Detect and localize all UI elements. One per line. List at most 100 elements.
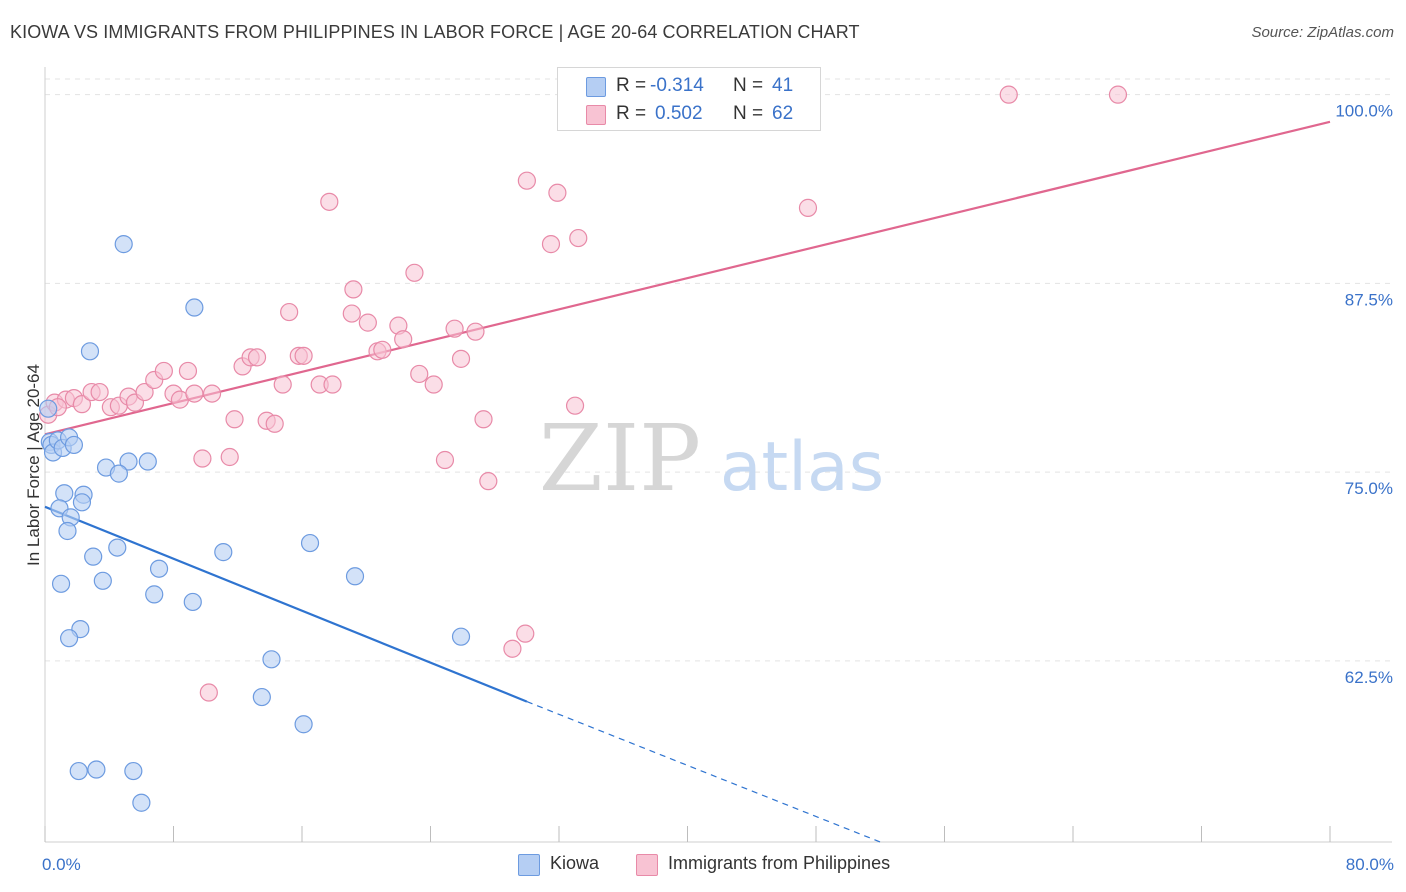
- source-label: Source: ZipAtlas.com: [1251, 24, 1394, 41]
- philippines-point: [202, 384, 222, 403]
- philippines-point: [541, 235, 561, 254]
- kiowa-point: [252, 687, 271, 707]
- y-axis-label-container: In Labor Force | Age 20-64: [8, 0, 48, 892]
- y-tick-label: 62.5%: [1345, 668, 1393, 687]
- philippines-point: [323, 375, 342, 394]
- legend-n-label: N =: [733, 103, 764, 124]
- philippines-point: [424, 375, 443, 394]
- philippines-point: [479, 472, 498, 491]
- kiowa-point: [124, 761, 143, 781]
- legend-r-label: R =: [616, 103, 647, 124]
- philippines-point: [265, 414, 284, 433]
- legend-row-philippines: R = 0.502 N = 62: [558, 101, 820, 129]
- kiowa-point: [119, 452, 138, 471]
- kiowa-point: [109, 464, 128, 483]
- chart-title: KIOWA VS IMMIGRANTS FROM PHILIPPINES IN …: [10, 22, 860, 42]
- philippines-point: [193, 449, 212, 468]
- kiowa-point: [51, 574, 71, 593]
- kiowa-point: [185, 298, 204, 317]
- philippines-point: [798, 198, 818, 217]
- data-points: [39, 85, 1128, 812]
- kiowa-point: [262, 650, 281, 669]
- philippines-point: [342, 304, 361, 323]
- kiowa-point: [145, 585, 164, 604]
- philippines-point: [474, 410, 493, 429]
- philippines-point: [199, 683, 218, 702]
- philippines-point: [225, 410, 244, 429]
- philippines-point: [999, 85, 1018, 104]
- watermark-atlas: atlas: [720, 428, 884, 507]
- tick-labels: 62.5% 75.0% 87.5% 100.0% 0.0% 80.0%: [42, 102, 1394, 874]
- philippines-point: [280, 302, 299, 322]
- philippines-point: [410, 364, 429, 384]
- kiowa-point: [214, 543, 233, 562]
- axes: [44, 67, 1392, 843]
- kiowa-point: [55, 484, 74, 503]
- philippines-point: [451, 349, 471, 368]
- watermark-zip: ZIP: [539, 405, 701, 512]
- watermark: ZIP atlas: [539, 405, 884, 512]
- trend-lines: [44, 120, 1331, 843]
- legend-r-value: 0.502: [655, 103, 703, 124]
- y-tick-label: 100.0%: [1335, 102, 1393, 121]
- philippines-point: [320, 192, 339, 211]
- kiowa-point: [72, 493, 92, 512]
- philippines-point: [90, 382, 109, 402]
- bottom-legend-label-kiowa: Kiowa: [550, 853, 600, 873]
- kiowa-point: [114, 235, 133, 254]
- philippines-point: [565, 396, 585, 415]
- kiowa-point: [345, 567, 365, 586]
- legend-swatch-philippines: [586, 105, 606, 125]
- kiowa-point: [149, 559, 169, 578]
- kiowa-point: [294, 715, 313, 734]
- philippines-point: [178, 361, 198, 381]
- philippines-point: [344, 280, 363, 299]
- philippines-trend-line: [44, 120, 1331, 436]
- kiowa-point: [84, 547, 103, 566]
- philippines-point: [358, 313, 377, 332]
- kiowa-point: [93, 571, 112, 590]
- kiowa-point: [300, 533, 320, 553]
- x-tick-label: 0.0%: [42, 855, 81, 874]
- kiowa-point: [80, 342, 100, 361]
- philippines-point: [405, 263, 424, 282]
- kiowa-trend-extension: [526, 701, 881, 843]
- correlation-legend: R = -0.314 N = 41 R = 0.502 N = 62: [557, 67, 821, 131]
- philippines-point: [185, 384, 204, 403]
- y-axis-label: In Labor Force | Age 20-64: [24, 364, 43, 566]
- philippines-point: [503, 639, 522, 658]
- y-tick-label: 87.5%: [1345, 290, 1393, 309]
- philippines-point: [373, 340, 392, 359]
- philippines-point: [72, 395, 92, 414]
- philippines-point: [516, 624, 535, 643]
- legend-n-value: 41: [772, 75, 794, 96]
- philippines-point: [435, 450, 455, 470]
- legend-r-label: R =: [616, 75, 647, 96]
- legend-swatch-kiowa: [586, 77, 606, 97]
- y-tick-label: 75.0%: [1345, 479, 1393, 498]
- kiowa-point: [64, 435, 84, 455]
- philippines-point: [517, 171, 536, 190]
- philippines-point: [548, 183, 567, 202]
- philippines-point: [445, 319, 464, 338]
- kiowa-point: [451, 627, 471, 646]
- philippines-point: [273, 375, 292, 394]
- philippines-point: [394, 330, 413, 349]
- legend-n-label: N =: [733, 75, 764, 96]
- philippines-point: [135, 382, 154, 402]
- philippines-point: [154, 361, 173, 381]
- bottom-legend-swatch-philippines: [636, 854, 658, 876]
- kiowa-point: [39, 399, 58, 418]
- bottom-legend-label-philippines: Immigrants from Philippines: [668, 853, 891, 873]
- kiowa-point: [138, 452, 157, 471]
- kiowa-point: [58, 521, 77, 541]
- bottom-legend-swatch-kiowa: [518, 854, 540, 876]
- philippines-point: [466, 322, 485, 341]
- kiowa-point: [69, 761, 88, 781]
- philippines-point: [247, 348, 267, 367]
- philippines-point: [569, 228, 588, 248]
- kiowa-point: [87, 760, 106, 779]
- legend-r-value: -0.314: [650, 75, 704, 96]
- philippines-point: [1108, 85, 1128, 104]
